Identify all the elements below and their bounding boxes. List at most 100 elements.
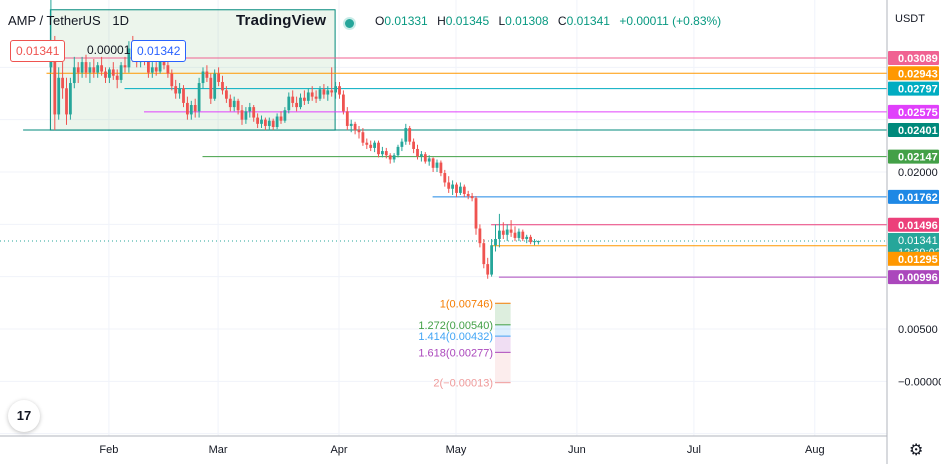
tradingview-brand: TradingView <box>236 12 327 29</box>
ohlc-high: H0.01345 <box>437 14 490 28</box>
price-level-tag-background <box>888 104 939 119</box>
candle-body <box>416 148 419 157</box>
price-level-tag-background <box>888 123 939 138</box>
symbol-title[interactable]: AMP / TetherUS 1D <box>8 13 129 28</box>
candle <box>104 67 107 84</box>
sell-price-box[interactable]: 0.01341 <box>10 40 66 62</box>
candle <box>322 84 326 99</box>
candle-body <box>501 230 505 235</box>
candle <box>517 228 521 242</box>
candle-body <box>291 96 295 103</box>
tradingview-logo[interactable]: 17 <box>8 400 40 432</box>
time-axis-tick-label: Feb <box>99 444 118 456</box>
candle-body <box>381 151 384 155</box>
ohlc-close: C0.01341 <box>557 14 610 28</box>
price-level-tag: 0.02401 <box>898 125 938 137</box>
candle <box>381 146 384 158</box>
fib-zone <box>495 352 511 383</box>
price-axis-tick-label: −0.00000 <box>898 376 941 388</box>
candle-body <box>388 155 392 160</box>
price-level-tag-background <box>888 270 939 285</box>
candle <box>482 238 486 269</box>
candle <box>345 107 349 131</box>
candle <box>115 69 119 89</box>
candle <box>57 67 61 120</box>
candle <box>537 240 540 245</box>
candle <box>349 119 353 133</box>
candle-body <box>529 236 532 243</box>
time-axis-ticks: Feb Mar Apr May Jun Jul Aug <box>99 444 824 456</box>
candle-body <box>459 186 462 193</box>
candle-body <box>178 88 181 94</box>
candle <box>186 96 189 120</box>
candle-body <box>53 46 57 115</box>
candle <box>72 56 76 89</box>
candle <box>326 86 330 101</box>
candle-body <box>521 231 525 239</box>
candle-body <box>76 67 80 73</box>
candle <box>193 98 197 118</box>
candle <box>267 117 271 131</box>
candle <box>455 182 458 198</box>
candle-body <box>61 77 64 89</box>
candle-body <box>455 184 458 193</box>
gear-icon[interactable]: ⚙ <box>909 442 924 459</box>
candle <box>338 81 341 99</box>
candle-body <box>123 65 127 68</box>
candle-body <box>427 158 431 162</box>
candle <box>427 155 431 166</box>
fib-level-label: 1.618(0.00277) <box>418 347 493 359</box>
time-axis-tick-label: Apr <box>330 444 347 456</box>
candle-body <box>447 182 451 189</box>
currency-unit-selector[interactable]: USDT <box>895 13 925 25</box>
candle <box>256 113 259 129</box>
candle <box>466 190 470 200</box>
fib-level-label: 1.414(0.00432) <box>418 331 493 343</box>
candle-body <box>72 67 76 84</box>
candle <box>400 138 404 152</box>
candle <box>291 90 295 108</box>
price-level-tag-background <box>888 66 939 81</box>
candle <box>100 56 103 76</box>
candle-body <box>396 146 400 156</box>
candle-body <box>435 162 439 168</box>
candle-body <box>182 88 185 103</box>
candle <box>244 107 248 124</box>
candle <box>505 224 509 242</box>
candle <box>178 83 181 99</box>
candle <box>509 220 513 237</box>
candle <box>388 153 392 164</box>
candle-body <box>412 141 415 149</box>
buy-price-box[interactable]: 0.01342 <box>131 40 187 62</box>
candle-body <box>84 62 88 73</box>
price-level-tag: 0.01295 <box>898 254 938 266</box>
candle <box>513 226 517 242</box>
candle <box>279 111 283 124</box>
candle <box>314 90 318 103</box>
candle <box>498 213 501 248</box>
candle-body <box>537 240 540 243</box>
price-level-tag-background <box>888 51 939 66</box>
ohlc-low: L0.01308 <box>498 14 549 28</box>
candle <box>221 75 224 95</box>
candle <box>252 105 256 122</box>
candle <box>287 92 291 114</box>
candle <box>69 77 72 120</box>
candle-body <box>384 151 388 156</box>
candle-body <box>533 241 536 243</box>
candle <box>150 62 154 78</box>
candle-body <box>283 110 287 121</box>
price-axis-tick-label: 0.00500 <box>898 324 938 336</box>
fib-extension: 1(0.00746) 1.272(0.00540)1.414(0.00432) 1.… <box>418 298 511 390</box>
fib-level-label: 1.272(0.00540) <box>418 320 493 332</box>
candle <box>501 222 505 239</box>
candle-body <box>345 111 349 126</box>
candle-body <box>221 81 224 91</box>
candle-body <box>260 119 263 124</box>
candle-body <box>100 65 103 72</box>
candle <box>166 61 170 78</box>
candle <box>123 56 127 73</box>
candle-body <box>69 83 72 115</box>
